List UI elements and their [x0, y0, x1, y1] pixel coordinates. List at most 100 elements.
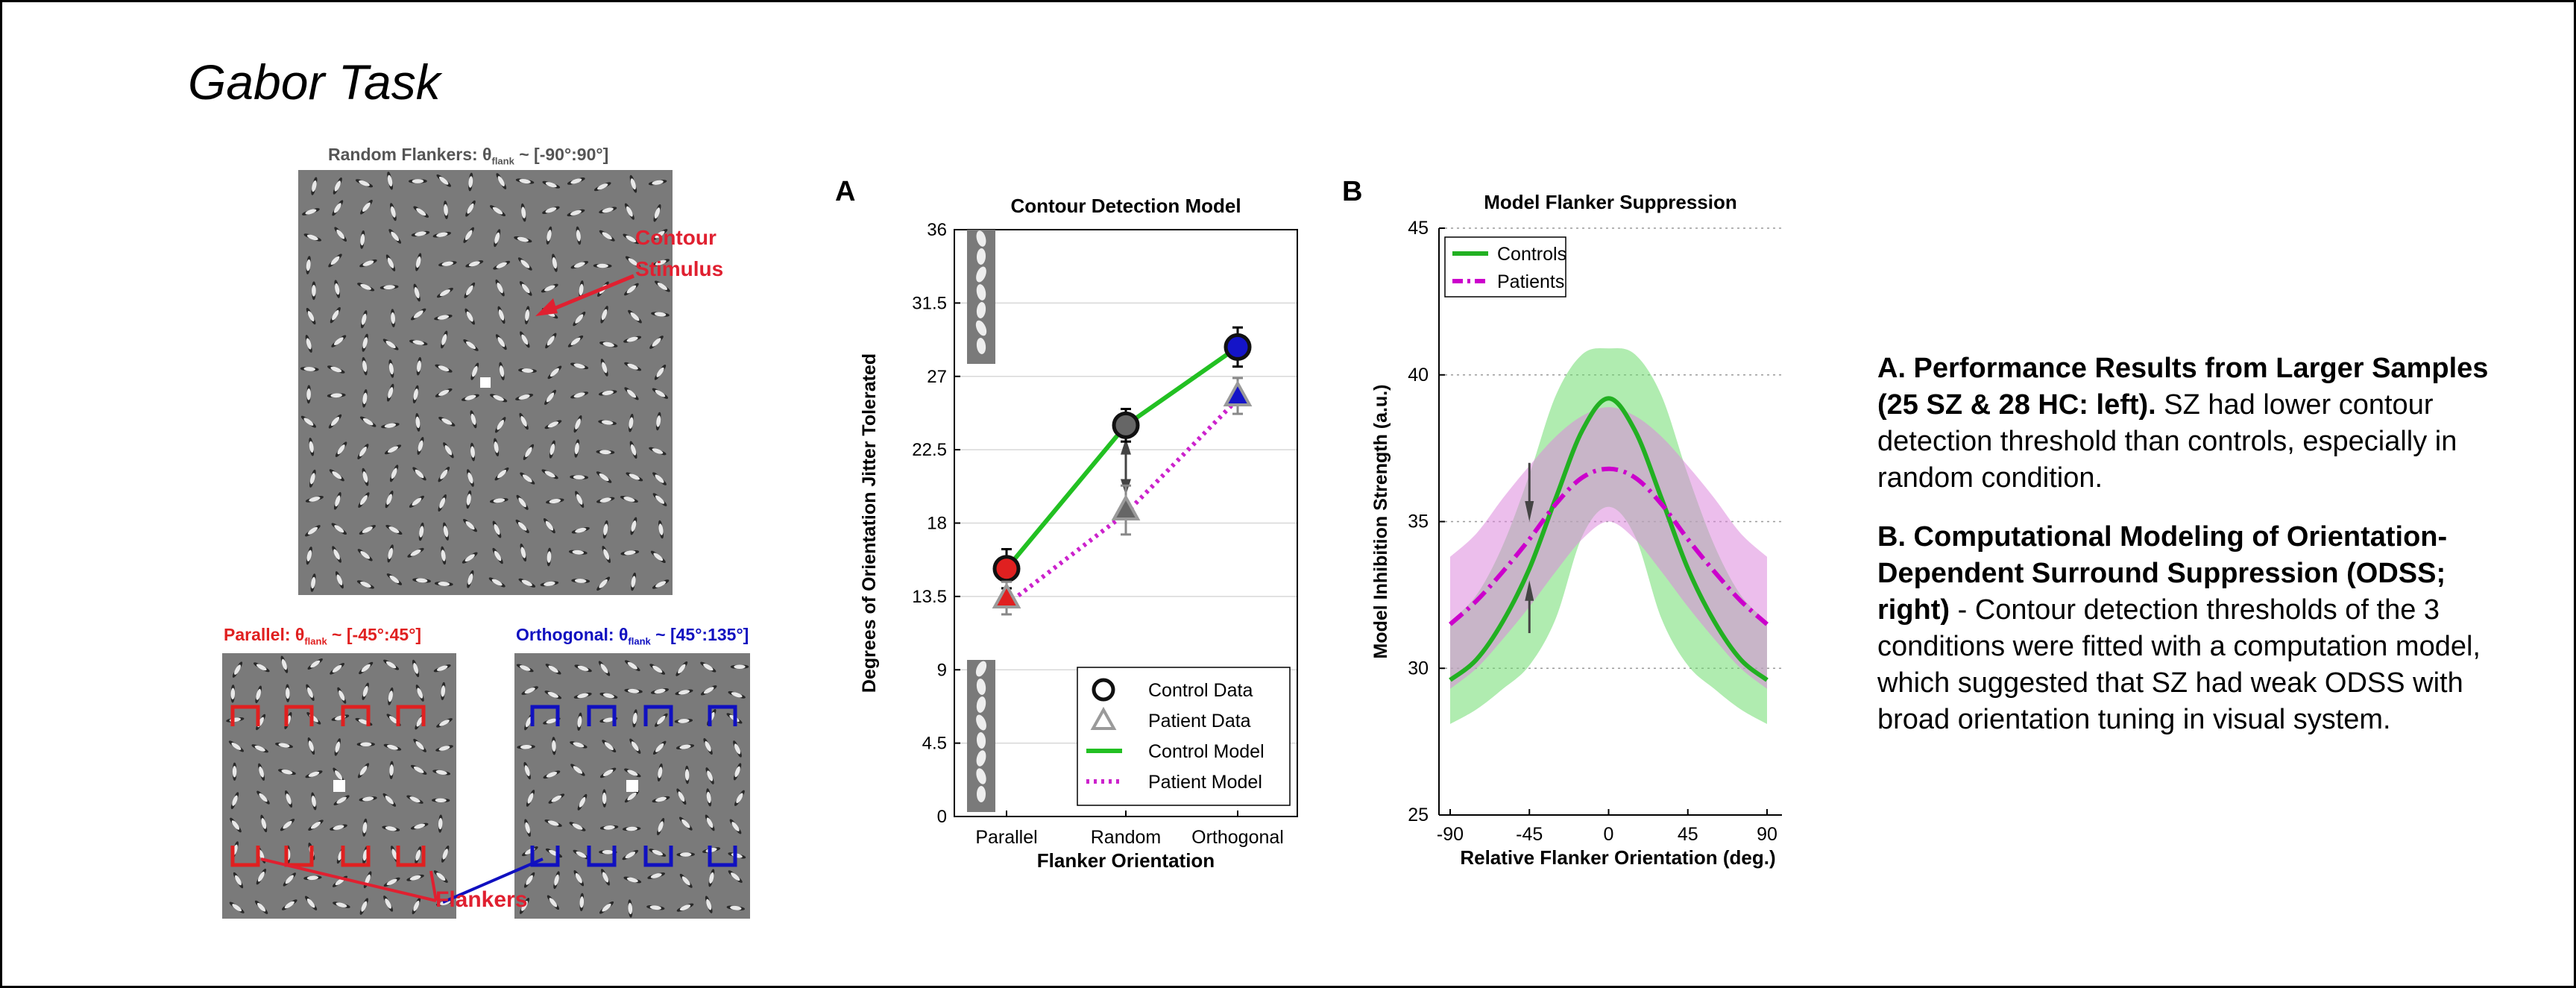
gabor-light-bar	[360, 233, 365, 246]
gabor-light-bar	[572, 550, 585, 555]
flanker-marker-bottom	[587, 846, 617, 867]
gabor-patch	[700, 661, 717, 673]
gabor-patch	[574, 664, 592, 673]
gabor-patch	[516, 664, 534, 673]
gabor-light-bar	[310, 660, 321, 668]
gabor-patch	[705, 896, 713, 913]
gabor-light-bar	[412, 497, 422, 506]
gabor-light-bar	[415, 741, 424, 750]
gabor-patch	[461, 394, 479, 401]
gabor-light-bar	[680, 852, 692, 857]
flanker-suppression-chart: Model Flanker Suppression 25 30 35 40 45 -90 -4…	[1370, 191, 1782, 869]
gabor-patch	[494, 438, 500, 457]
chart-b-legend: Controls Patients	[1444, 236, 1566, 298]
gabor-patch	[600, 306, 608, 324]
gabor-light-bar	[494, 550, 502, 561]
gabor-light-bar	[436, 872, 446, 881]
chart-a-title: Contour Detection Model	[1010, 195, 1241, 217]
gabor-light-bar	[361, 313, 367, 325]
gabor-light-bar	[311, 795, 316, 808]
gabor-patch	[676, 661, 688, 676]
gabor-patch	[417, 436, 424, 456]
gabor-light-bar	[654, 312, 667, 317]
gabor-light-bar	[389, 575, 400, 584]
gabor-patch	[305, 335, 312, 353]
chart-b-line-patients	[1449, 466, 1769, 626]
gabor-patch	[436, 174, 451, 187]
gabor-light-bar	[332, 471, 342, 479]
gabor-patch	[624, 660, 640, 672]
gabor-light-bar	[307, 526, 318, 535]
gabor-light-bar	[707, 770, 714, 781]
gabor-light-bar	[494, 232, 500, 244]
chart-a-legend-patient-data-marker	[1090, 706, 1117, 730]
gabor-light-bar	[497, 176, 505, 186]
gabor-patch	[547, 547, 552, 567]
chart-b-title: Model Flanker Suppression	[1484, 191, 1737, 213]
gabor-light-bar	[232, 795, 238, 806]
gabor-light-bar	[415, 469, 424, 479]
gabor-light-bar	[362, 418, 374, 426]
gabor-light-bar	[359, 495, 368, 506]
gabor-light-bar	[465, 554, 475, 562]
flanker-pointer-2	[260, 858, 437, 902]
gabor-light-bar	[468, 261, 480, 267]
gabor-patch	[598, 661, 611, 676]
gabor-light-bar	[602, 390, 614, 395]
gabor-light-bar	[521, 368, 534, 373]
gabor-light-bar	[731, 692, 743, 698]
gabor-patch	[468, 172, 473, 192]
gabor-light-bar	[306, 899, 315, 908]
gabor-light-bar	[547, 336, 555, 346]
gabor-patch	[463, 227, 474, 243]
gabor-light-bar	[387, 174, 393, 187]
gabor-patch	[470, 442, 476, 462]
gabor-patch	[328, 254, 342, 268]
gabor-patch	[541, 469, 558, 479]
gabor-patch	[391, 309, 395, 327]
gabor-patch	[386, 383, 394, 402]
gabor-light-bar	[526, 875, 533, 885]
gabor-light-bar	[309, 497, 321, 502]
gabor-patch	[260, 814, 268, 833]
chart-a-xtick-label: Parallel	[975, 827, 1037, 848]
gabor-light-bar	[415, 849, 421, 861]
gabor-light-bar	[416, 716, 423, 727]
gabor-patch	[441, 845, 450, 863]
gabor-light-bar	[385, 826, 397, 831]
orthogonal-caption-sub: flank	[628, 635, 651, 647]
gabor-patch	[333, 795, 350, 806]
gabor-light-bar	[386, 878, 397, 886]
gabor-patch	[546, 498, 564, 504]
gabor-light-bar	[570, 210, 582, 215]
gabor-patch	[435, 388, 453, 397]
gabor-light-bar	[525, 309, 529, 321]
description-b-text: - Contour detection thresholds of the 3 …	[1877, 594, 2481, 735]
gabor-light-bar	[602, 342, 614, 347]
gabor-patch	[357, 444, 369, 460]
gabor-light-bar	[630, 178, 636, 190]
chart-a-inset-bottom-patch	[976, 768, 986, 784]
gabor-patch	[382, 793, 397, 807]
gabor-light-bar	[626, 235, 637, 242]
gabor-patch	[571, 526, 590, 534]
gabor-light-bar	[385, 898, 391, 909]
gabor-light-bar	[388, 387, 394, 399]
chart-b-xtick-label: -45	[1516, 824, 1543, 845]
gabor-light-bar	[574, 579, 587, 583]
gabor-patch	[492, 547, 503, 564]
gabor-patch	[415, 846, 422, 864]
gabor-patch	[628, 899, 633, 918]
gabor-light-bar	[652, 338, 661, 347]
chart-b-ytick-label: 35	[1408, 512, 1429, 532]
gabor-patch	[579, 893, 585, 912]
gabor-patch	[684, 765, 690, 784]
gabor-light-bar	[549, 443, 555, 456]
gabor-patch	[230, 792, 239, 810]
gabor-patch	[307, 658, 323, 670]
gabor-light-bar	[436, 665, 448, 671]
gabor-patch	[574, 439, 580, 458]
gabor-patch	[650, 688, 670, 694]
gabor-light-bar	[551, 795, 562, 802]
